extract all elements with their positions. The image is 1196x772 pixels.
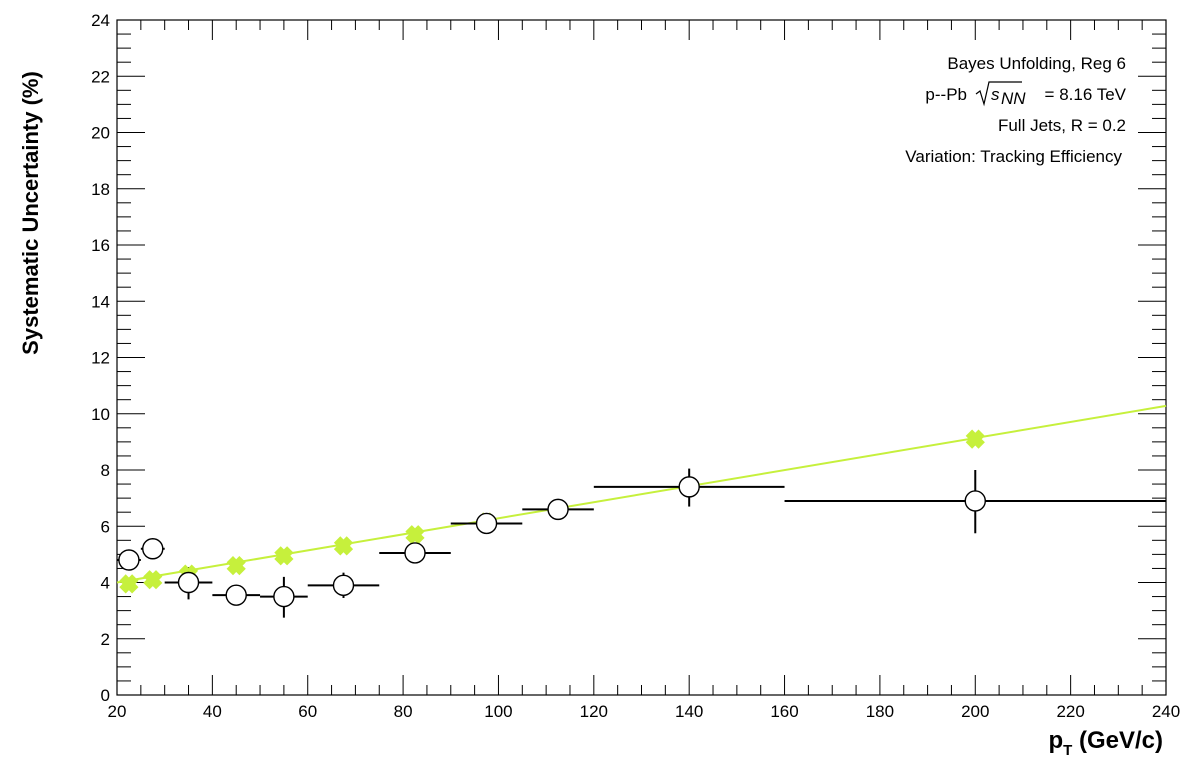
x-tick-label: 240	[1152, 702, 1180, 721]
annotation-sqrt-s: s	[991, 85, 1000, 104]
data-point-circle	[118, 549, 140, 571]
data-point-cross	[274, 546, 294, 566]
sqrt-symbol	[975, 81, 1022, 107]
x-tick-label: 120	[580, 702, 608, 721]
x-tick-label: 20	[108, 702, 127, 721]
data-point-circle	[678, 476, 700, 498]
data-point-circle	[142, 538, 164, 560]
y-tick-label: 22	[91, 67, 110, 86]
x-tick-label: 80	[394, 702, 413, 721]
y-tick-label: 16	[91, 236, 110, 255]
y-tick-label: 2	[101, 630, 110, 649]
data-point-circle	[332, 574, 355, 597]
data-point-circle	[547, 498, 569, 521]
data-point-circle	[475, 512, 498, 535]
x-tick-label: 160	[770, 702, 798, 721]
data-point-cross	[333, 536, 354, 556]
y-tick-label: 10	[91, 405, 110, 424]
annotation-line-2-suffix: = 8.16 TeV	[1045, 85, 1127, 104]
annotation-line-1: Bayes Unfolding, Reg 6	[947, 54, 1126, 73]
annotation-line-4: Variation: Tracking Efficiency	[905, 147, 1122, 166]
data-point-cross	[965, 429, 985, 449]
data-point-circle	[225, 584, 247, 606]
legend-annotations: Bayes Unfolding, Reg 6 p--Pb s NN = 8.16…	[905, 54, 1126, 166]
y-tick-label: 8	[101, 461, 110, 480]
y-tick-label: 24	[91, 11, 110, 30]
x-axis-title: pT (GeV/c)	[1048, 727, 1163, 759]
data-point-cross	[143, 570, 163, 590]
y-tick-label: 14	[91, 292, 110, 311]
y-tick-label: 0	[101, 686, 110, 705]
y-tick-label: 20	[91, 124, 110, 143]
y-axis-title: Systematic Uncertainty (%)	[18, 71, 43, 355]
annotation-line-2-prefix: p--Pb	[925, 85, 967, 104]
x-axis-title-rest: (GeV/c)	[1072, 727, 1163, 754]
x-axis-title-main: p	[1048, 727, 1063, 754]
x-tick-label: 140	[675, 702, 703, 721]
x-tick-label: 200	[961, 702, 989, 721]
data-point-circle	[273, 585, 295, 608]
y-tick-label: 18	[91, 180, 110, 199]
data-point-circle	[404, 542, 426, 564]
data-point-cross	[226, 556, 246, 576]
circle-markers	[118, 476, 986, 608]
y-tick-label: 4	[101, 574, 110, 593]
x-tick-label: 60	[298, 702, 317, 721]
annotation-sqrt-sub: NN	[1001, 89, 1026, 108]
data-point-circle	[964, 490, 986, 512]
data-point-circle	[177, 571, 200, 594]
data-point-cross	[119, 574, 139, 594]
annotation-line-3: Full Jets, R = 0.2	[998, 116, 1126, 135]
axis-ticks	[116, 19, 1167, 696]
x-axis-title-sub: T	[1063, 742, 1072, 759]
y-tick-label: 12	[91, 349, 110, 368]
fit-line-group	[116, 404, 1167, 584]
tick-labels: 20 40 60 80 100 120 140 160 180 200 220 24002468101…	[91, 11, 1180, 721]
x-tick-label: 40	[203, 702, 222, 721]
x-tick-label: 180	[866, 702, 894, 721]
x-tick-label: 100	[484, 702, 512, 721]
x-tick-label: 220	[1056, 702, 1084, 721]
y-tick-label: 6	[101, 517, 110, 536]
data-point-cross	[405, 525, 425, 545]
fit-line	[116, 404, 1167, 584]
